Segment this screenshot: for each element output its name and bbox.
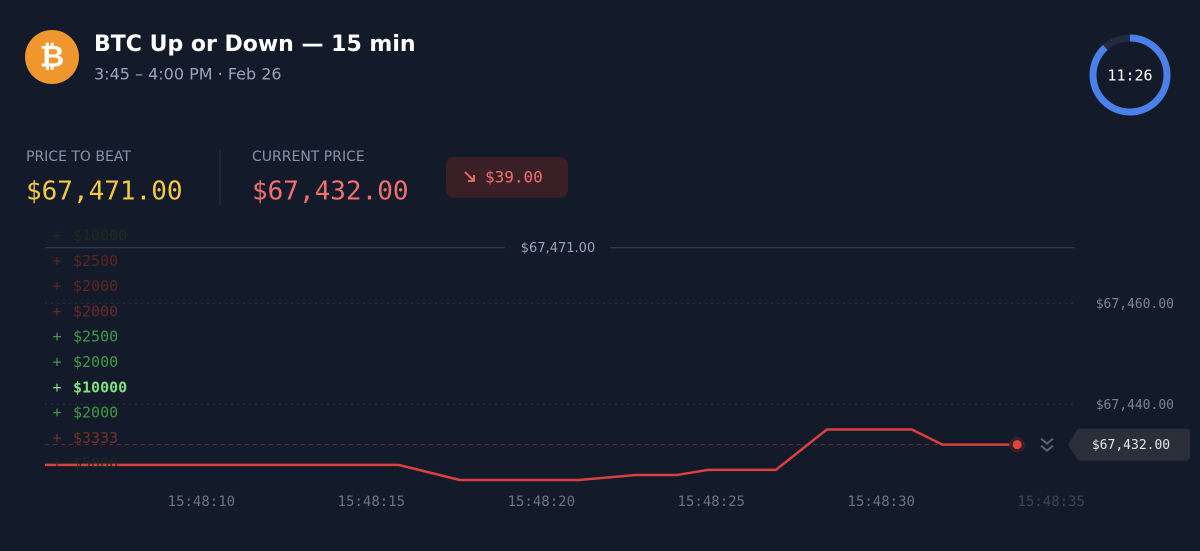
price-line — [45, 428, 1018, 482]
trade-sign: + — [52, 353, 61, 371]
trade-amount: $5000 — [73, 454, 118, 472]
x-tick-label: 15:48:30 — [848, 494, 915, 510]
trade-sign: + — [52, 404, 61, 422]
x-tick-label: 15:48:10 — [168, 494, 235, 510]
current-price: $67,432.00 — [252, 177, 409, 207]
x-tick-label: 15:48:35 — [1017, 494, 1084, 510]
change-badge — [446, 157, 568, 198]
trade-sign: + — [52, 227, 61, 245]
price-to-beat-label: PRICE TO BEAT — [26, 149, 131, 165]
trade-amount: $2000 — [73, 277, 118, 295]
timer-ring — [1089, 34, 1171, 116]
current-price-tag: $67,432.00 — [1092, 438, 1170, 453]
title: BTC Up or Down — 15 min — [94, 32, 416, 57]
logo-glyph: ₿ — [40, 40, 64, 75]
trade-sign: + — [52, 277, 61, 295]
x-tick-label: 15:48:25 — [678, 494, 745, 510]
current-dot — [1012, 440, 1022, 450]
trade-sign: + — [52, 378, 61, 396]
subtitle: 3:45 – 4:00 PM · Feb 26 — [94, 65, 282, 84]
trade-sign: + — [52, 328, 61, 346]
trade-feed: + $10000 + $2500 + $2000 + $2000 + $2500 + $2000 + $1… — [52, 227, 127, 473]
trade-amount: $3333 — [73, 429, 118, 447]
trade-amount: $10000 — [73, 227, 127, 245]
timer: 11:26 — [1107, 67, 1152, 85]
current-price-tag-bg — [1068, 428, 1190, 461]
change: $39.00 — [485, 168, 543, 187]
x-tick-label: 15:48:20 — [508, 494, 575, 510]
down-arrow — [464, 171, 475, 182]
trade-amount: $2000 — [73, 404, 118, 422]
y-tick-label: $67,460.00 — [1096, 297, 1174, 312]
chart: $67,471.00 $67,460.00 $67,440.00 15:48:10 15… — [45, 241, 1190, 510]
trade-amount: $2000 — [73, 302, 118, 320]
chevron-icon — [1040, 437, 1054, 452]
y-tick-label: $67,440.00 — [1096, 398, 1174, 413]
trade-sign: + — [52, 302, 61, 320]
trade-amount: $2500 — [73, 252, 118, 270]
price-to-beat: $67,471.00 — [26, 177, 183, 207]
trade-sign: + — [52, 429, 61, 447]
trade-amount: $2000 — [73, 353, 118, 371]
price-to-beat-tag: $67,471.00 — [521, 241, 595, 256]
trade-amount: $2500 — [73, 328, 118, 346]
current-price-label: CURRENT PRICE — [252, 149, 365, 165]
trade-amount: $10000 — [73, 378, 127, 396]
trade-sign: + — [52, 252, 61, 270]
trade-sign: + — [52, 454, 61, 472]
x-tick-label: 15:48:15 — [338, 494, 405, 510]
btc-logo — [25, 30, 79, 84]
